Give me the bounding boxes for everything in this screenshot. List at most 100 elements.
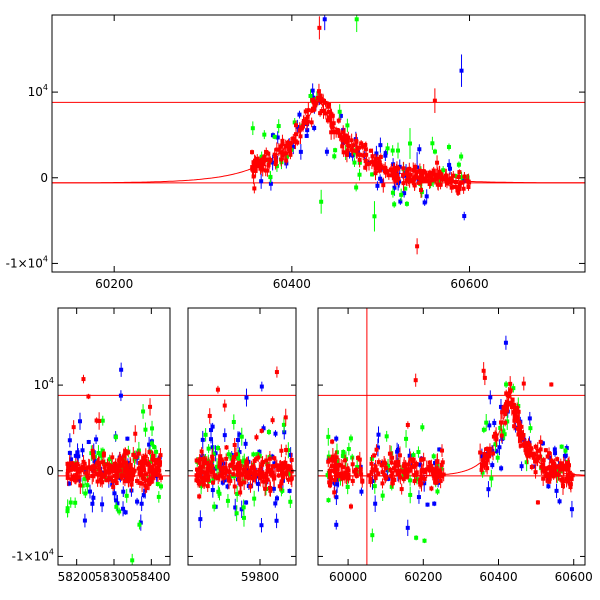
bottom-point-p1-s2: [230, 459, 235, 464]
bottom-point-p0-s2: [137, 480, 142, 485]
bottom-point-p1-s1: [216, 446, 221, 451]
top-point-s2: [274, 147, 279, 152]
bottom-point-p1-s1: [235, 491, 240, 496]
bottom-point-p0-s2: [142, 476, 147, 481]
bottom-point-p2-s0: [486, 487, 491, 492]
bottom-point-p2-s2: [542, 466, 547, 471]
top-point-s2: [304, 117, 309, 122]
bottom-point-p0-s2: [110, 467, 115, 472]
bottom-point-p2-s2: [345, 466, 350, 471]
bottom-point-p2-s2: [512, 424, 517, 429]
bottom-point-p0-s2: [102, 473, 107, 478]
top-point-s2: [416, 180, 421, 185]
bottom-point-p1-s1: [225, 498, 230, 503]
bottom-point-p2-s2: [372, 468, 377, 473]
bottom-point-p2-s2: [413, 463, 418, 468]
bottom-point-p1-s2: [201, 482, 206, 487]
bottom-point-p0-s2: [127, 468, 132, 473]
bottom-point-p0-s1: [150, 426, 155, 431]
bottom-point-p2-s2: [429, 467, 434, 472]
bottom-point-p2-s1: [502, 432, 507, 437]
bottom-frame-1: [187, 307, 297, 566]
bottom-point-p0-s2: [135, 479, 140, 484]
bottom-point-p0-s2: [144, 486, 149, 491]
top-point-s2: [298, 126, 303, 131]
bottom-point-p0-s2: [110, 478, 115, 483]
bottom-point-p0-s2: [99, 479, 104, 484]
bottom-point-p0-s0: [94, 437, 99, 442]
top-point-s2: [363, 159, 368, 164]
top-point-s0: [424, 194, 429, 199]
bottom-point-p1-s2: [195, 467, 200, 472]
top-point-s2: [252, 186, 257, 191]
bottom-point-p1-s2: [270, 473, 275, 478]
bottom-point-p2-s2: [334, 455, 339, 460]
bottom-point-p2-s1: [495, 455, 500, 460]
top-point-s2: [376, 160, 381, 165]
bottom-xtick-label: 58200: [58, 570, 96, 584]
top-point-s2: [361, 153, 366, 158]
top-point-s2: [396, 166, 401, 171]
bottom-point-p1-s2: [228, 478, 233, 483]
top-point-s2: [466, 184, 471, 189]
bottom-point-p2-s0: [376, 432, 381, 437]
top-outlier-s1: [319, 199, 324, 204]
top-point-s2: [328, 111, 333, 116]
bottom-xtick-label: 58400: [132, 570, 170, 584]
top-point-s2: [456, 190, 461, 195]
bottom-point-p0-s2: [128, 463, 133, 468]
bottom-point-p2-s2: [517, 421, 522, 426]
bottom-point-p2-s2: [529, 446, 534, 451]
bottom-point-p0-s2: [142, 468, 147, 473]
bottom-point-p0-s2: [149, 476, 154, 481]
top-point-s2: [268, 158, 273, 163]
bottom-point-p0-s2: [110, 455, 115, 460]
bottom-point-p0-s2: [117, 456, 122, 461]
bottom-point-p0-s2: [147, 450, 152, 455]
bottom-point-p0-s2: [97, 467, 102, 472]
bottom-point-p0-s2: [158, 475, 163, 480]
bottom-point-p2-s2: [547, 479, 552, 484]
bottom-point-p0-s0: [91, 495, 96, 500]
bottom-point-p1-s2: [201, 470, 206, 475]
top-point-s2: [358, 152, 363, 157]
top-point-s2: [262, 154, 267, 159]
bottom-point-p0-s1: [124, 493, 129, 498]
bottom-point-p2-s2: [533, 470, 538, 475]
bottom-point-p2-s2: [401, 477, 406, 482]
bottom-point-p1-s2: [205, 484, 210, 489]
bottom-xtick-label: 60400: [479, 570, 517, 584]
bottom-point-p0-s2: [86, 465, 91, 470]
bottom-point-p1-s0: [222, 433, 227, 438]
bottom-point-p2-s2: [521, 433, 526, 438]
bottom-point-p2-s2: [354, 473, 359, 478]
bottom-point-p2-s1: [481, 427, 486, 432]
bottom-point-p1-s0: [287, 488, 292, 493]
bottom-point-p2-s1: [563, 448, 568, 453]
bottom-point-p2-s2: [551, 467, 556, 472]
bottom-point-p2-s2: [396, 472, 401, 477]
top-point-s2: [273, 162, 278, 167]
top-point-s2: [345, 135, 350, 140]
bottom-point-p1-s0: [233, 505, 238, 510]
bottom-point-p2-s2: [551, 461, 556, 466]
top-point-s2: [321, 108, 326, 113]
top-point-s0: [324, 149, 329, 154]
top-xtick-label: 60400: [273, 277, 311, 291]
top-point-s2: [378, 163, 383, 168]
top-point-s2: [423, 170, 428, 175]
bottom-xtick-label: 60600: [555, 570, 593, 584]
bottom-point-p1-s1: [217, 491, 222, 496]
top-point-s0: [268, 181, 273, 186]
bottom-point-p2-s1: [384, 434, 389, 439]
top-point-s2: [449, 176, 454, 181]
bottom-point-p2-s2: [376, 471, 381, 476]
bottom-point-p2-s2: [327, 475, 332, 480]
top-point-s2: [266, 162, 271, 167]
bottom-point-p2-s1: [408, 478, 413, 483]
bottom-point-p1-s2: [209, 469, 214, 474]
bottom-point-p0-s2: [143, 483, 148, 488]
bottom-point-p2-s2: [398, 475, 403, 480]
top-point-s0: [291, 144, 296, 149]
bottom-point-p0-s2: [67, 461, 72, 466]
